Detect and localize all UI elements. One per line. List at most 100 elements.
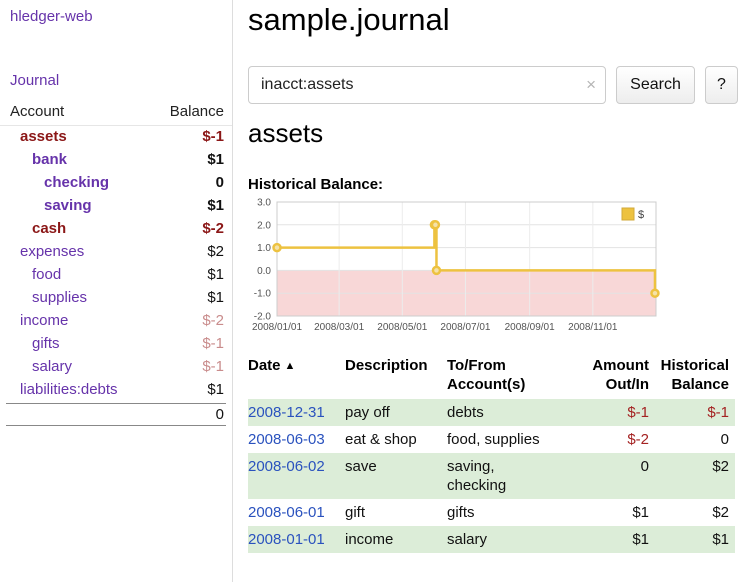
account-balance: $1 bbox=[207, 151, 224, 168]
y-tick-label: 1.0 bbox=[257, 243, 271, 254]
y-tick-label: 0.0 bbox=[257, 266, 271, 277]
data-point-marker bbox=[272, 242, 282, 253]
sidebar-account-gifts[interactable]: gifts bbox=[32, 335, 60, 352]
sidebar-account-expenses[interactable]: expenses bbox=[20, 243, 85, 260]
account-row: income $-2 bbox=[0, 310, 232, 333]
legend-swatch bbox=[621, 207, 635, 221]
sidebar-account-salary[interactable]: salary bbox=[32, 358, 73, 375]
register-header-row: Date ▲ Description To/From Account(s) Amo… bbox=[248, 354, 735, 399]
x-tick-label: 2008/07/01 bbox=[440, 322, 490, 333]
register-amount-cell: $1 bbox=[632, 531, 649, 548]
account-balance: $1 bbox=[207, 197, 224, 214]
register-table: Date ▲ Description To/From Account(s) Amo… bbox=[248, 354, 735, 553]
account-row: supplies $1 bbox=[0, 287, 232, 310]
date-header-label: Date bbox=[248, 357, 281, 374]
column-header-date[interactable]: Date ▲ bbox=[248, 354, 345, 399]
register-balance-cell: $-1 bbox=[707, 404, 729, 421]
account-balance: $1 bbox=[207, 289, 224, 306]
register-row: 2008-12-31 pay off debts $-1 $-1 bbox=[248, 399, 735, 426]
y-tick-label: 3.0 bbox=[257, 198, 271, 209]
help-button[interactable]: ? bbox=[705, 66, 738, 104]
register-amount-cell: 0 bbox=[640, 458, 649, 475]
register-date-cell: 2008-06-01 bbox=[248, 499, 345, 526]
register-body: 2008-12-31 pay off debts $-1 $-1 2008-06-03 ea… bbox=[248, 399, 735, 553]
column-header-accounts: To/From Account(s) bbox=[447, 354, 583, 399]
data-point-marker bbox=[431, 265, 442, 276]
account-row: cash $-2 bbox=[0, 218, 232, 241]
transaction-date-link[interactable]: 2008-06-03 bbox=[248, 431, 325, 448]
column-header-balance: Historical Balance bbox=[655, 354, 735, 399]
transaction-date-link[interactable]: 2008-12-31 bbox=[248, 404, 325, 421]
sort-ascending-icon: ▲ bbox=[284, 360, 296, 372]
register-row: 2008-01-01 income salary $1 $1 bbox=[248, 526, 735, 553]
header-line: Amount bbox=[592, 357, 649, 374]
account-row: gifts $-1 bbox=[0, 333, 232, 356]
header-line: Out/In bbox=[605, 376, 649, 393]
register-row: 2008-06-03 eat & shop food, supplies $-2 0 bbox=[248, 426, 735, 453]
account-balance: $1 bbox=[207, 381, 224, 398]
account-row: bank $1 bbox=[0, 149, 232, 172]
register-balance-cell: $2 bbox=[712, 504, 729, 521]
account-row: saving $1 bbox=[0, 195, 232, 218]
data-point-marker bbox=[430, 220, 441, 230]
transaction-date-link[interactable]: 2008-06-01 bbox=[248, 504, 325, 521]
x-tick-label: 2008/01/01 bbox=[252, 322, 302, 333]
sidebar: hledger-web Journal Account Balance asse… bbox=[0, 0, 233, 582]
header-line: To/From bbox=[447, 357, 506, 374]
sidebar-account-food[interactable]: food bbox=[32, 266, 62, 283]
register-accounts-cell: debts bbox=[447, 404, 484, 421]
register-balance-cell: $2 bbox=[712, 458, 729, 475]
account-row: assets $-1 bbox=[0, 126, 232, 149]
sidebar-account-checking[interactable]: checking bbox=[44, 174, 110, 191]
search-button[interactable]: Search bbox=[616, 66, 695, 104]
sidebar-account-cash[interactable]: cash bbox=[32, 220, 67, 237]
account-balance: $-1 bbox=[202, 358, 224, 375]
account-balance: $1 bbox=[207, 266, 224, 283]
sidebar-item-journal[interactable]: Journal bbox=[10, 72, 60, 89]
register-accounts-cell: gifts bbox=[447, 504, 475, 521]
transaction-date-link[interactable]: 2008-06-02 bbox=[248, 458, 325, 475]
search-box: × bbox=[248, 66, 606, 104]
header-line: Account(s) bbox=[447, 376, 526, 393]
transaction-date-link[interactable]: 2008-01-01 bbox=[248, 531, 325, 548]
sidebar-account-saving[interactable]: saving bbox=[44, 197, 92, 214]
register-date-cell: 2008-06-02 bbox=[248, 453, 345, 499]
account-balance: $2 bbox=[207, 243, 224, 260]
register-description-cell: eat & shop bbox=[345, 431, 417, 448]
data-point-marker bbox=[650, 288, 660, 298]
page-title: sample.journal bbox=[248, 2, 450, 37]
account-table-header: Account Balance bbox=[0, 100, 232, 126]
sidebar-account-assets[interactable]: assets bbox=[20, 128, 67, 145]
column-header-amount: Amount Out/In bbox=[583, 354, 655, 399]
legend-label: $ bbox=[638, 209, 644, 221]
sidebar-account-bank[interactable]: bank bbox=[32, 151, 68, 168]
register-amount-cell: $-2 bbox=[627, 431, 649, 448]
register-description-cell: save bbox=[345, 458, 377, 475]
register-amount-cell: $-1 bbox=[627, 404, 649, 421]
register-amount-cell: $1 bbox=[632, 504, 649, 521]
search-input[interactable] bbox=[248, 66, 606, 104]
register-date-cell: 2008-01-01 bbox=[248, 526, 345, 553]
sidebar-account-liabilities-debts[interactable]: liabilities:debts bbox=[20, 381, 118, 398]
account-row: food $1 bbox=[0, 264, 232, 287]
register-accounts-cell: salary bbox=[447, 531, 488, 548]
account-balance: $-1 bbox=[202, 128, 224, 145]
account-row: checking 0 bbox=[0, 172, 232, 195]
register-balance-cell: 0 bbox=[720, 431, 729, 448]
account-balance-report: Account Balance assets $-1 bank $1 checking 0… bbox=[0, 100, 232, 426]
account-row: expenses $2 bbox=[0, 241, 232, 264]
clear-search-icon[interactable]: × bbox=[586, 75, 596, 94]
sidebar-account-income[interactable]: income bbox=[20, 312, 69, 329]
header-line: Description bbox=[345, 357, 428, 374]
sidebar-account-supplies[interactable]: supplies bbox=[32, 289, 88, 306]
sidebar-total-balance: 0 bbox=[6, 403, 226, 426]
account-row: salary $-1 bbox=[0, 356, 232, 379]
register-accounts-cell: food, supplies bbox=[447, 431, 540, 448]
plot-border bbox=[276, 201, 657, 317]
y-tick-label: -2.0 bbox=[254, 312, 272, 323]
brand-link[interactable]: hledger-web bbox=[10, 8, 93, 25]
account-heading: assets bbox=[248, 118, 324, 148]
account-row: liabilities:debts $1 bbox=[0, 379, 232, 402]
register-date-cell: 2008-06-03 bbox=[248, 426, 345, 453]
